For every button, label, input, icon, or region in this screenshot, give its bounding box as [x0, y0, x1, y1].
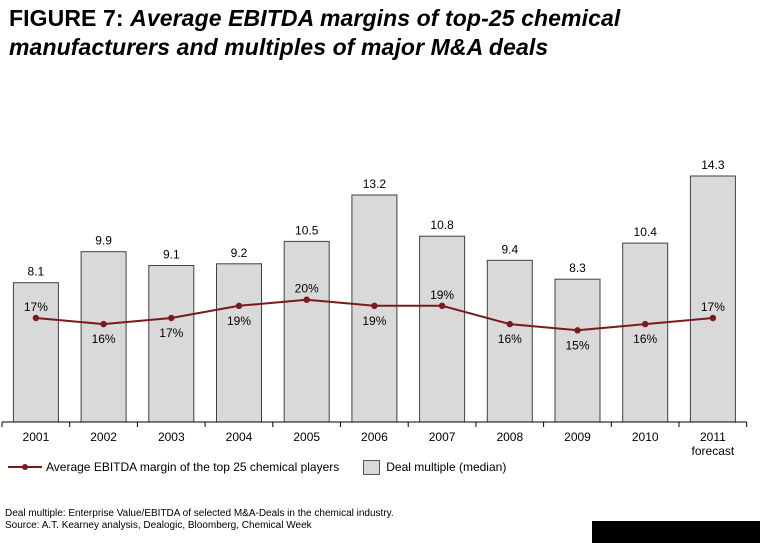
legend-line-label: Average EBITDA margin of the top 25 chem…	[46, 460, 340, 474]
margin-point-2009	[574, 327, 581, 334]
bar-value-label-2002: 9.9	[95, 234, 112, 248]
margin-label-2009: 15%	[565, 338, 589, 352]
margin-point-2007	[438, 302, 446, 309]
margin-point-2010	[642, 320, 649, 328]
corner-block	[592, 521, 760, 543]
x-tick-label-2002: 2002	[90, 430, 117, 444]
figure-title-text: Average EBITDA margins of top-25 chemica…	[9, 5, 621, 60]
bar-value-label-2010: 10.4	[634, 225, 658, 239]
bar-value-label-2011: 14.3	[701, 158, 725, 172]
footnote-source: Source: A.T. Kearney analysis, Dealogic,…	[5, 520, 312, 531]
footnote-definition: Deal multiple: Enterprise Value/EBITDA o…	[5, 508, 394, 519]
margin-point-2011	[709, 314, 717, 322]
legend-bar-swatch	[363, 459, 381, 475]
x-tick-label-2007: 2007	[429, 430, 456, 444]
bar-value-label-2001: 8.1	[28, 265, 45, 279]
margin-label-2002: 16%	[92, 332, 116, 346]
margin-label-2010: 16%	[633, 332, 657, 346]
margin-label-2008: 16%	[498, 332, 522, 346]
x-tick-sublabel-2011: forecast	[692, 444, 735, 458]
legend-line-marker	[22, 464, 28, 470]
margin-point-2003	[168, 314, 175, 322]
x-tick-label-2005: 2005	[293, 430, 320, 444]
x-tick-label-2001: 2001	[23, 430, 50, 444]
bar-value-label-2004: 9.2	[231, 246, 248, 260]
margin-point-2004	[235, 302, 243, 309]
bar-2003	[148, 265, 195, 423]
margin-point-2006	[371, 302, 378, 309]
margin-label-2011: 17%	[701, 300, 725, 314]
bar-value-label-2009: 8.3	[569, 261, 586, 275]
figure-title: FIGURE 7: Average EBITDA margins of top-…	[9, 4, 749, 62]
chart-legend: Average EBITDA margin of the top 25 chem…	[8, 458, 506, 476]
bar-value-label-2006: 13.2	[363, 177, 387, 191]
x-tick-label-2010: 2010	[632, 430, 659, 444]
bar-2004	[216, 263, 262, 423]
margin-point-2002	[100, 320, 107, 328]
bar-2005	[283, 240, 330, 423]
margin-label-2001: 17%	[24, 300, 48, 314]
bar-2001	[12, 282, 59, 423]
margin-point-2008	[506, 320, 513, 328]
legend-line-swatch	[8, 460, 42, 474]
footnote: Deal multiple: Enterprise Value/EBITDA o…	[5, 508, 394, 532]
bar-2010	[622, 242, 669, 423]
x-tick-label-2006: 2006	[361, 430, 388, 444]
chart: 8.1 2001 9.9 2002 9.1 2003 9.2 2004 10.5 2005 13.2…	[1, 158, 748, 458]
x-tick-label-2008: 2008	[496, 430, 523, 444]
margin-point-2001	[32, 314, 40, 322]
margin-label-2004: 19%	[227, 314, 251, 328]
margin-label-2005: 20%	[295, 282, 319, 296]
margin-label-2006: 19%	[362, 314, 386, 328]
bar-value-label-2008: 9.4	[501, 242, 518, 256]
bar-value-label-2005: 10.5	[295, 223, 319, 237]
bar-value-label-2003: 9.1	[163, 248, 180, 262]
margin-label-2007: 19%	[430, 288, 454, 302]
bar-value-label-2007: 10.8	[430, 218, 454, 232]
x-tick-label-2011: 2011	[700, 430, 726, 444]
margin-point-2005	[303, 296, 310, 303]
x-tick-label-2004: 2004	[226, 430, 253, 444]
figure-label: FIGURE 7:	[9, 5, 124, 31]
legend-bar-label: Deal multiple (median)	[386, 460, 507, 474]
x-tick-label-2009: 2009	[564, 430, 591, 444]
x-tick-label-2003: 2003	[158, 430, 185, 444]
bar-2011	[689, 175, 736, 423]
margin-label-2003: 17%	[159, 326, 183, 340]
bar-2007	[419, 235, 466, 423]
